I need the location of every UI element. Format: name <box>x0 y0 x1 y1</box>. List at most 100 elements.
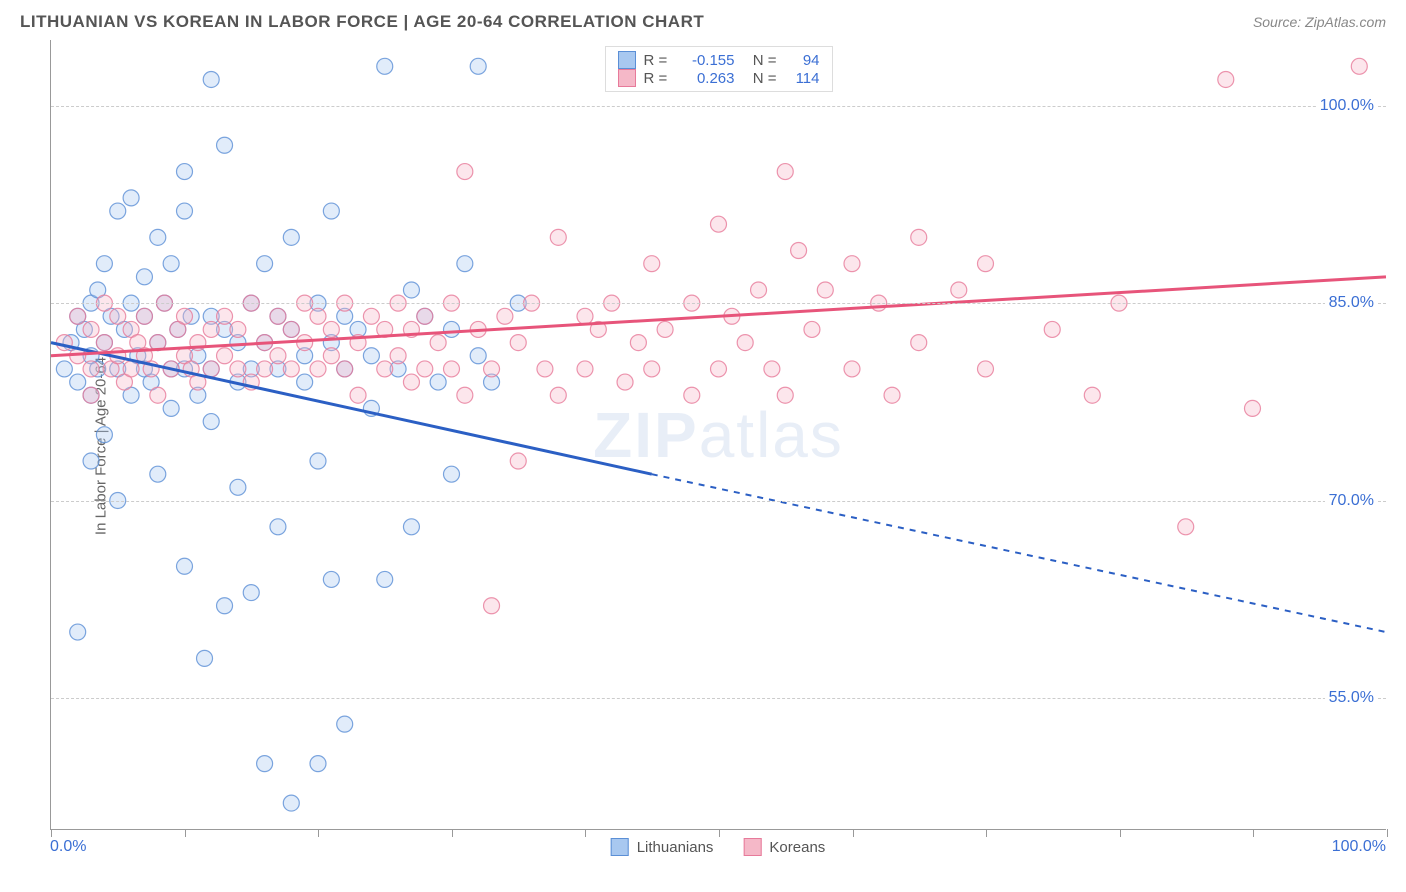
data-point <box>217 598 233 614</box>
x-tick <box>185 829 186 837</box>
data-point <box>310 453 326 469</box>
data-point <box>257 361 273 377</box>
x-tick <box>986 829 987 837</box>
data-point <box>177 308 193 324</box>
data-point <box>497 308 513 324</box>
data-point <box>550 229 566 245</box>
data-point <box>177 203 193 219</box>
data-point <box>644 361 660 377</box>
data-point <box>470 348 486 364</box>
data-point <box>337 361 353 377</box>
x-tick <box>1387 829 1388 837</box>
data-point <box>430 374 446 390</box>
legend-swatch <box>611 838 629 856</box>
data-point <box>297 374 313 390</box>
correlation-legend-row: R =0.263N =114 <box>618 69 820 87</box>
data-point <box>323 203 339 219</box>
data-point <box>177 164 193 180</box>
data-point <box>390 348 406 364</box>
data-point <box>737 335 753 351</box>
data-point <box>203 414 219 430</box>
data-point <box>83 387 99 403</box>
data-point <box>56 361 72 377</box>
trend-line <box>51 277 1386 356</box>
trend-line-extrapolated <box>652 474 1386 632</box>
data-point <box>203 361 219 377</box>
data-point <box>283 321 299 337</box>
data-point <box>96 256 112 272</box>
data-point <box>630 335 646 351</box>
series-legend: Lithuanians Koreans <box>611 838 826 856</box>
legend-label: Lithuanians <box>637 839 714 856</box>
data-point <box>217 308 233 324</box>
data-point <box>310 308 326 324</box>
data-point <box>844 361 860 377</box>
data-point <box>323 571 339 587</box>
data-point <box>457 387 473 403</box>
data-point <box>363 348 379 364</box>
data-point <box>777 387 793 403</box>
data-point <box>1351 58 1367 74</box>
legend-n-label: N = <box>743 52 777 69</box>
data-point <box>337 716 353 732</box>
data-point <box>457 164 473 180</box>
data-point <box>377 571 393 587</box>
data-point <box>777 164 793 180</box>
data-point <box>977 361 993 377</box>
data-point <box>310 361 326 377</box>
data-point <box>417 308 433 324</box>
data-point <box>70 624 86 640</box>
data-point <box>257 256 273 272</box>
data-point <box>1218 71 1234 87</box>
correlation-legend: R =-0.155N =94R =0.263N =114 <box>605 46 833 92</box>
data-point <box>110 308 126 324</box>
data-point <box>457 256 473 272</box>
x-axis-min-label: 0.0% <box>50 838 86 856</box>
data-point <box>550 387 566 403</box>
data-point <box>83 453 99 469</box>
data-point <box>123 190 139 206</box>
scatter-svg <box>51 40 1386 829</box>
x-tick <box>51 829 52 837</box>
data-point <box>764 361 780 377</box>
data-point <box>444 466 460 482</box>
data-point <box>710 216 726 232</box>
data-point <box>377 58 393 74</box>
data-point <box>817 282 833 298</box>
data-point <box>163 256 179 272</box>
data-point <box>644 256 660 272</box>
data-point <box>684 387 700 403</box>
legend-item: Lithuanians <box>611 838 714 856</box>
x-tick <box>853 829 854 837</box>
data-point <box>123 361 139 377</box>
data-point <box>270 519 286 535</box>
data-point <box>804 321 820 337</box>
data-point <box>791 243 807 259</box>
data-point <box>310 756 326 772</box>
data-point <box>297 335 313 351</box>
legend-n-value: 114 <box>785 70 820 87</box>
data-point <box>403 282 419 298</box>
data-point <box>403 374 419 390</box>
data-point <box>617 374 633 390</box>
x-tick <box>1120 829 1121 837</box>
data-point <box>270 348 286 364</box>
data-point <box>403 519 419 535</box>
data-point <box>257 756 273 772</box>
legend-label: Koreans <box>769 839 825 856</box>
data-point <box>230 479 246 495</box>
legend-r-value: 0.263 <box>680 70 735 87</box>
data-point <box>350 387 366 403</box>
data-point <box>136 269 152 285</box>
data-point <box>230 361 246 377</box>
legend-r-value: -0.155 <box>680 52 735 69</box>
data-point <box>323 321 339 337</box>
data-point <box>911 335 927 351</box>
x-tick <box>452 829 453 837</box>
data-point <box>270 308 286 324</box>
trend-line <box>51 343 652 475</box>
y-tick-label: 85.0% <box>1325 294 1378 312</box>
data-point <box>243 585 259 601</box>
y-tick-label: 55.0% <box>1325 689 1378 707</box>
data-point <box>537 361 553 377</box>
